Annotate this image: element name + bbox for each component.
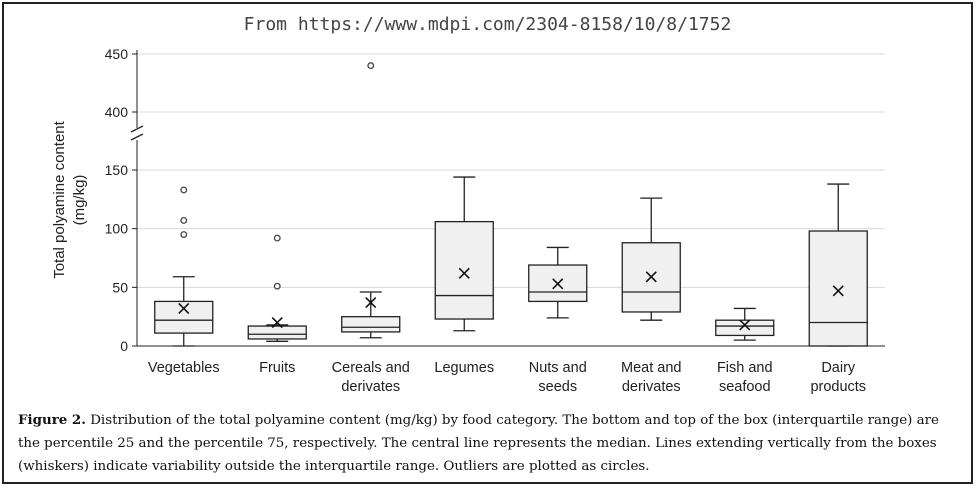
category-label: Legumes: [434, 360, 494, 376]
iqr-box: [247, 325, 307, 340]
mean-marker: [271, 316, 283, 329]
category-label: Nuts and seeds: [529, 360, 587, 395]
iqr-box: [808, 230, 868, 347]
outlier-point: [367, 62, 375, 70]
mean-marker: [645, 271, 657, 283]
caption-label: Figure 2.: [18, 412, 86, 428]
y-tick-label: 100: [105, 221, 129, 237]
outlier-point: [180, 231, 188, 238]
y-tick-label: 450: [105, 46, 129, 62]
outlier-point: [180, 217, 188, 224]
mean-marker: [552, 278, 564, 290]
category-label: Fish and seafood: [717, 360, 773, 395]
mean-marker: [739, 319, 751, 331]
y-tick-label: 0: [120, 338, 128, 354]
y-tick-label: 400: [105, 104, 129, 120]
iqr-box: [341, 316, 401, 333]
mean-marker: [458, 267, 470, 279]
category-label: Dairy products: [810, 360, 866, 395]
category-label: Fruits: [259, 360, 295, 376]
iqr-box: [715, 319, 775, 337]
caption-text: Distribution of the total polyamine cont…: [18, 413, 939, 474]
figure-caption: Figure 2. Distribution of the total poly…: [18, 409, 948, 478]
mean-marker: [832, 285, 844, 297]
y-tick-label: 50: [112, 279, 128, 295]
outlier-point: [273, 282, 281, 290]
y-axis-label: Total polyamine content (mg/kg): [51, 120, 88, 278]
source-banner: From https://www.mdpi.com/2304-8158/10/8…: [243, 14, 732, 35]
y-tick-label: 150: [105, 162, 129, 178]
axis-break-mark: [130, 133, 144, 141]
box-plot-chart: 0 50 100 150 400 450 Total polyamine content (m…: [51, 46, 885, 395]
category-label: Vegetables: [148, 360, 220, 376]
iqr-box: [621, 242, 681, 313]
mean-marker: [365, 297, 377, 309]
mean-marker: [178, 302, 190, 315]
category-label: Cereals and derivates: [332, 360, 410, 395]
outlier-point: [273, 234, 281, 242]
iqr-box: [154, 300, 214, 334]
outlier-point: [180, 186, 188, 194]
iqr-box: [434, 220, 494, 320]
category-label: Meat and derivates: [621, 360, 681, 395]
axis-break-mark: [130, 125, 144, 133]
